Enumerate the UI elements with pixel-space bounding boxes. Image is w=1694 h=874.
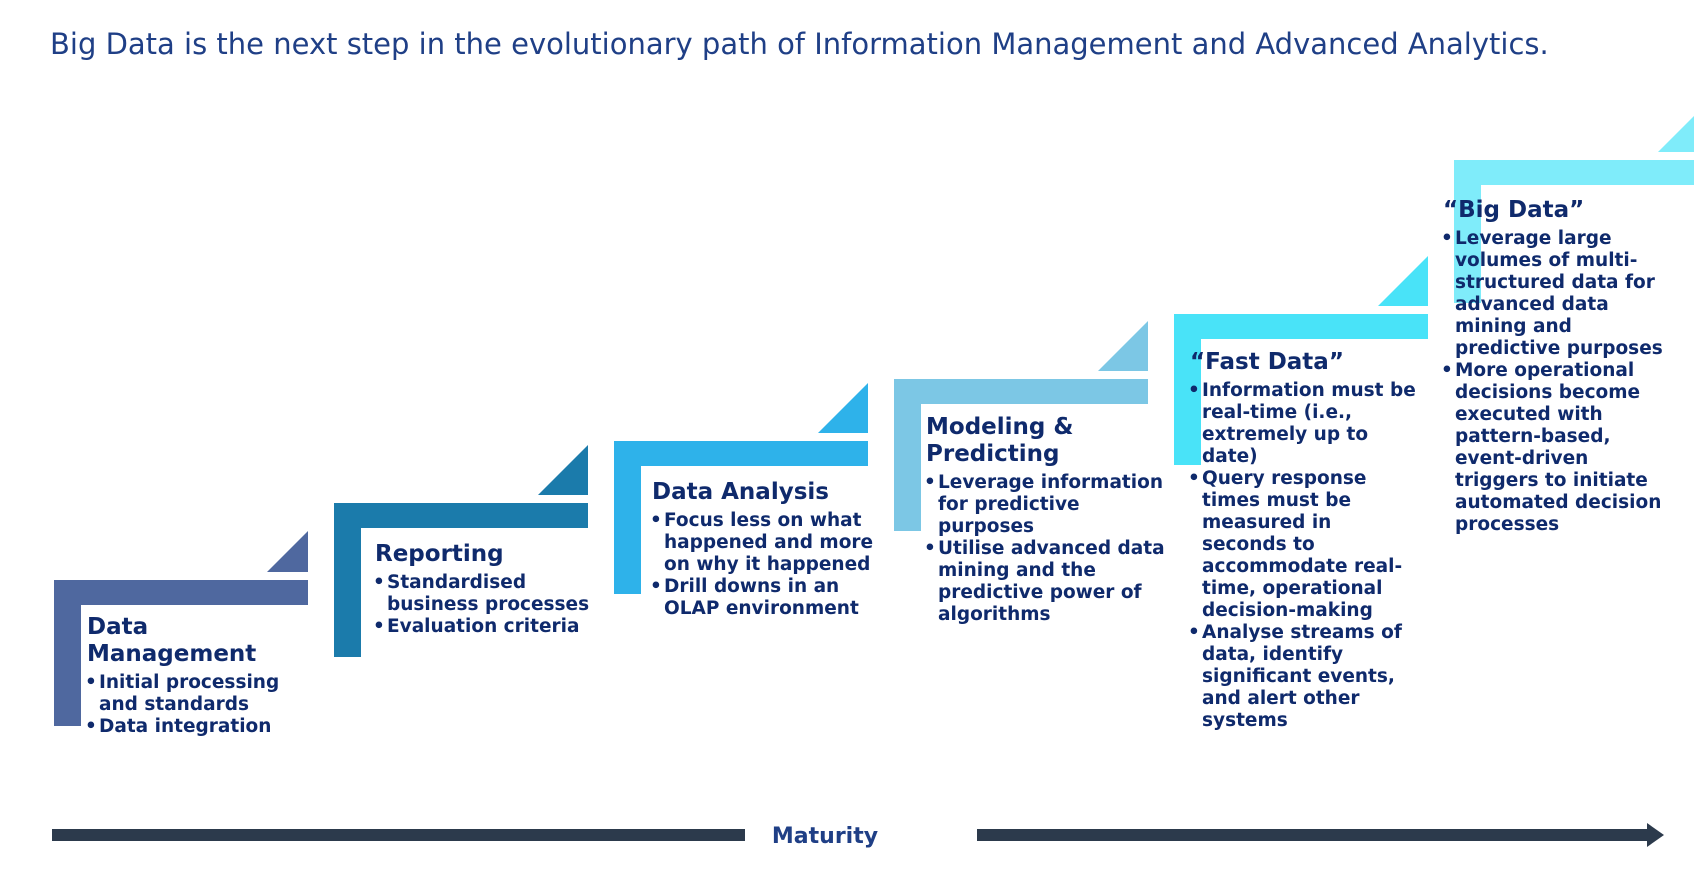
stage-corner-triangle (538, 445, 588, 495)
stage-leg (334, 503, 361, 657)
stage-bullet-list: Standardised business processesEvaluatio… (373, 572, 605, 638)
stage-corner-triangle (1098, 321, 1148, 371)
stage-bullet: Query response times must be measured in… (1188, 468, 1420, 622)
stage-leg (894, 379, 921, 531)
stage-bullet: Drill downs in an OLAP environment (650, 576, 882, 620)
stage-bar (54, 580, 308, 605)
stage-bar (1454, 160, 1694, 185)
stage-bullet: Focus less on what happened and more on … (650, 510, 882, 576)
stage-corner-triangle (1378, 256, 1428, 306)
stage-title: Reporting (375, 541, 504, 567)
stage-bullet: Leverage information for predictive purp… (924, 472, 1166, 538)
maturity-arrow-shaft-left (52, 829, 745, 841)
stage-bullet-list: Leverage information for predictive purp… (924, 472, 1166, 626)
stage-bullet: Information must be real-time (i.e., ext… (1188, 380, 1420, 468)
stage-title: Modeling & Predicting (926, 414, 1074, 467)
stage-bullet-list: Focus less on what happened and more on … (650, 510, 882, 620)
maturity-arrow-shaft-right (977, 829, 1649, 841)
stage-bullet-list: Information must be real-time (i.e., ext… (1188, 380, 1420, 732)
stage-text-3: Data Analysis Focus less on what happened… (650, 479, 882, 620)
stage-bullet: Leverage large volumes of multi-structur… (1441, 228, 1673, 360)
maturity-arrow-head (1647, 823, 1664, 847)
stage-text-6: “Big Data” Leverage large volumes of mult… (1441, 197, 1673, 536)
stage-bullet: Initial processing and standards (85, 672, 317, 716)
stage-bar (894, 379, 1148, 404)
stage-bullet: Evaluation criteria (373, 616, 605, 638)
stage-title: Data Analysis (652, 479, 829, 505)
stage-bullet-list: Initial processing and standardsData int… (85, 672, 317, 738)
stage-text-4: Modeling & PredictingLeverage informatio… (924, 414, 1166, 626)
stage-corner-triangle (1658, 116, 1694, 152)
stage-step-1 (54, 531, 308, 726)
stage-text-5: “Fast Data” Information must be real-time… (1188, 349, 1420, 732)
stage-corner-triangle (267, 531, 308, 572)
stage-bullet: Analyse streams of data, identify signif… (1188, 622, 1420, 732)
maturity-label: Maturity (771, 824, 879, 849)
stage-bar (334, 503, 588, 528)
stage-bar (1174, 314, 1428, 339)
stage-bullet: More operational decisions become execut… (1441, 360, 1673, 536)
stage-text-1: Data ManagementInitial processing and st… (85, 614, 317, 738)
stage-bullet: Utilise advanced data mining and the pre… (924, 538, 1166, 626)
stage-leg (614, 441, 641, 594)
stage-step-3 (614, 383, 868, 594)
stage-bullet: Standardised business processes (373, 572, 605, 616)
page-title: Big Data is the next step in the evoluti… (50, 27, 1549, 61)
stage-title: “Fast Data” (1190, 349, 1344, 375)
stage-step-4 (894, 321, 1148, 531)
stage-step-2 (334, 445, 588, 657)
maturity-arrow (52, 823, 1664, 847)
stage-text-2: Reporting Standardised business processes… (373, 541, 605, 638)
stage-bar (614, 441, 868, 466)
stage-bullet: Data integration (85, 716, 317, 738)
stage-title: “Big Data” (1443, 197, 1585, 223)
stage-corner-triangle (818, 383, 868, 433)
stage-title: Data Management (87, 614, 257, 667)
stage-bullet-list: Leverage large volumes of multi-structur… (1441, 228, 1673, 536)
